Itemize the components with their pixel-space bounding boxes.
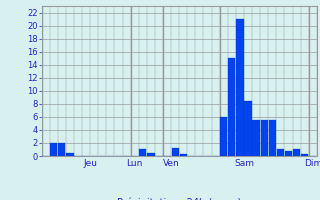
Bar <box>220 117 228 156</box>
Text: Précipitations 24h ( mm ): Précipitations 24h ( mm ) <box>117 198 241 200</box>
Bar <box>293 149 300 156</box>
Bar <box>228 58 236 156</box>
Bar <box>252 120 260 156</box>
Bar <box>244 101 252 156</box>
Bar <box>139 149 147 156</box>
Text: Ven: Ven <box>163 159 180 168</box>
Bar <box>285 151 292 156</box>
Text: Dim: Dim <box>304 159 320 168</box>
Bar <box>58 143 66 156</box>
Bar <box>236 19 244 156</box>
Bar <box>66 153 74 156</box>
Bar <box>180 154 187 156</box>
Bar <box>147 153 155 156</box>
Bar <box>172 148 179 156</box>
Text: Sam: Sam <box>234 159 254 168</box>
Bar <box>277 149 284 156</box>
Text: Lun: Lun <box>126 159 143 168</box>
Text: Jeu: Jeu <box>83 159 97 168</box>
Bar <box>301 154 308 156</box>
Bar <box>269 120 276 156</box>
Bar <box>50 143 57 156</box>
Bar <box>260 120 268 156</box>
